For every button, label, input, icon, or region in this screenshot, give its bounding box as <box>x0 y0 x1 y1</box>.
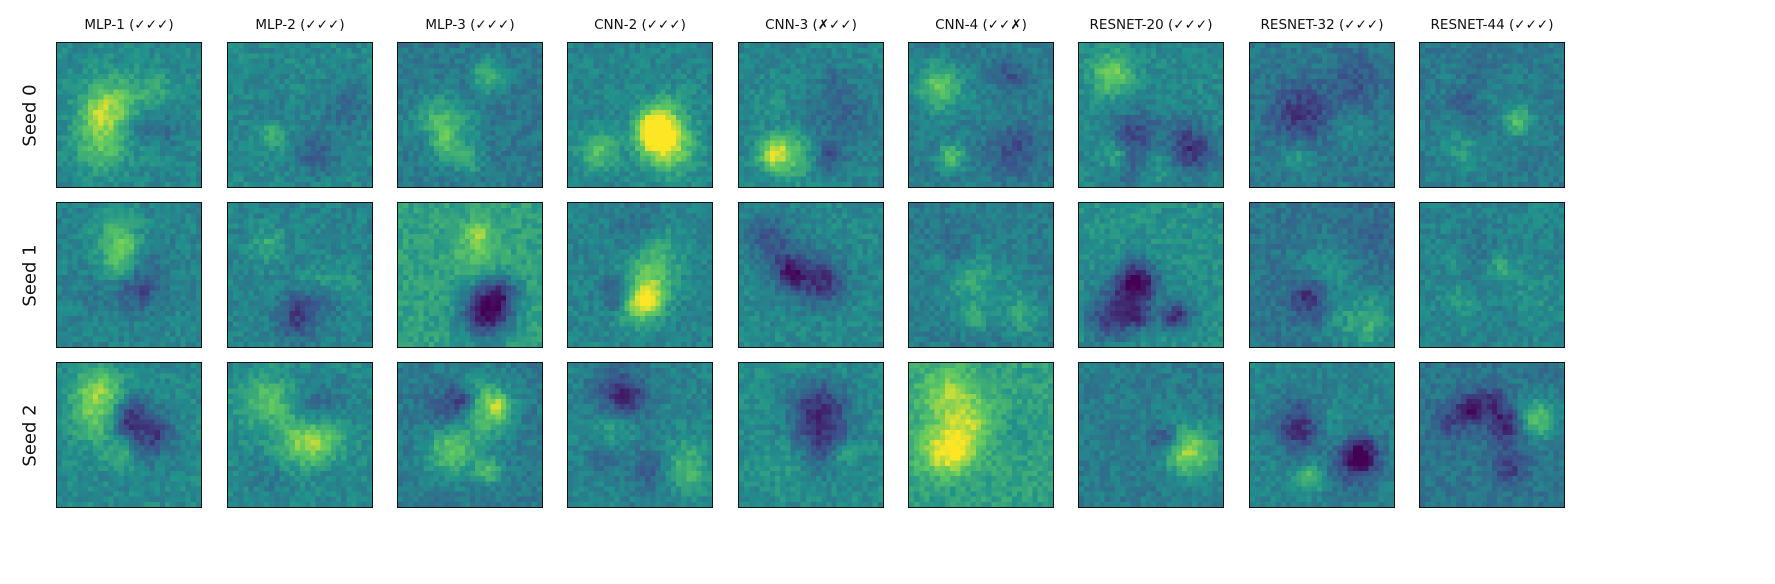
heatmap-image <box>1079 43 1223 187</box>
heatmap-image <box>1250 363 1394 507</box>
column-title: RESNET-20 (✓✓✓) <box>1089 17 1213 33</box>
column-title: CNN-4 (✓✓✗) <box>935 17 1027 33</box>
heatmap-image <box>568 43 712 187</box>
heatmap-panel <box>1249 42 1395 188</box>
heatmap-image <box>568 203 712 347</box>
heatmap-image <box>1079 203 1223 347</box>
heatmap-image <box>739 203 883 347</box>
heatmap-panel <box>227 362 373 508</box>
row-label: Seed 0 <box>4 42 56 188</box>
heatmap-panel <box>738 202 884 348</box>
heatmap-image <box>909 203 1053 347</box>
heatmap-panel <box>397 362 543 508</box>
heatmap-panel <box>227 202 373 348</box>
heatmap-panel <box>1419 202 1565 348</box>
column-title: MLP-3 (✓✓✓) <box>425 17 515 33</box>
heatmap-image <box>57 43 201 187</box>
heatmap-image <box>1250 43 1394 187</box>
heatmap-image <box>909 43 1053 187</box>
heatmap-panel <box>227 42 373 188</box>
heatmap-image <box>228 43 372 187</box>
heatmap-image <box>739 363 883 507</box>
heatmap-panel <box>56 42 202 188</box>
heatmap-panel <box>567 42 713 188</box>
heatmap-image <box>1250 203 1394 347</box>
heatmap-panel <box>908 362 1054 508</box>
heatmap-panel <box>56 202 202 348</box>
heatmap-panel <box>1419 362 1565 508</box>
column-title: CNN-2 (✓✓✓) <box>594 17 686 33</box>
heatmap-image <box>568 363 712 507</box>
column-title: CNN-3 (✗✓✓) <box>765 17 857 33</box>
heatmap-panel <box>567 202 713 348</box>
heatmap-panel <box>1249 202 1395 348</box>
heatmap-image <box>228 363 372 507</box>
heatmap-panel <box>1078 42 1224 188</box>
row-label-text: Seed 2 <box>19 403 41 467</box>
heatmap-image <box>57 203 201 347</box>
heatmap-image <box>1079 363 1223 507</box>
row-label: Seed 1 <box>4 202 56 348</box>
heatmap-panel <box>738 42 884 188</box>
heatmap-image <box>1420 43 1564 187</box>
heatmap-panel <box>1249 362 1395 508</box>
heatmap-panel <box>908 202 1054 348</box>
heatmap-image <box>228 203 372 347</box>
heatmap-image <box>57 363 201 507</box>
heatmap-image <box>398 363 542 507</box>
heatmap-panel <box>56 362 202 508</box>
row-label-text: Seed 0 <box>19 83 41 147</box>
heatmap-panel <box>1078 202 1224 348</box>
heatmap-image <box>739 43 883 187</box>
column-title: MLP-1 (✓✓✓) <box>84 17 174 33</box>
heatmap-panel <box>397 42 543 188</box>
heatmap-panel <box>397 202 543 348</box>
row-label: Seed 2 <box>4 362 56 508</box>
heatmap-panel <box>738 362 884 508</box>
heatmap-panel <box>1078 362 1224 508</box>
heatmap-image <box>1420 203 1564 347</box>
column-title: RESNET-44 (✓✓✓) <box>1430 17 1554 33</box>
row-label-text: Seed 1 <box>19 243 41 307</box>
heatmap-image <box>1420 363 1564 507</box>
column-title: MLP-2 (✓✓✓) <box>255 17 345 33</box>
heatmap-panel <box>567 362 713 508</box>
heatmap-panel <box>1419 42 1565 188</box>
heatmap-image <box>398 203 542 347</box>
heatmap-panel <box>908 42 1054 188</box>
heatmap-image <box>398 43 542 187</box>
heatmap-image <box>909 363 1053 507</box>
column-title: RESNET-32 (✓✓✓) <box>1260 17 1384 33</box>
